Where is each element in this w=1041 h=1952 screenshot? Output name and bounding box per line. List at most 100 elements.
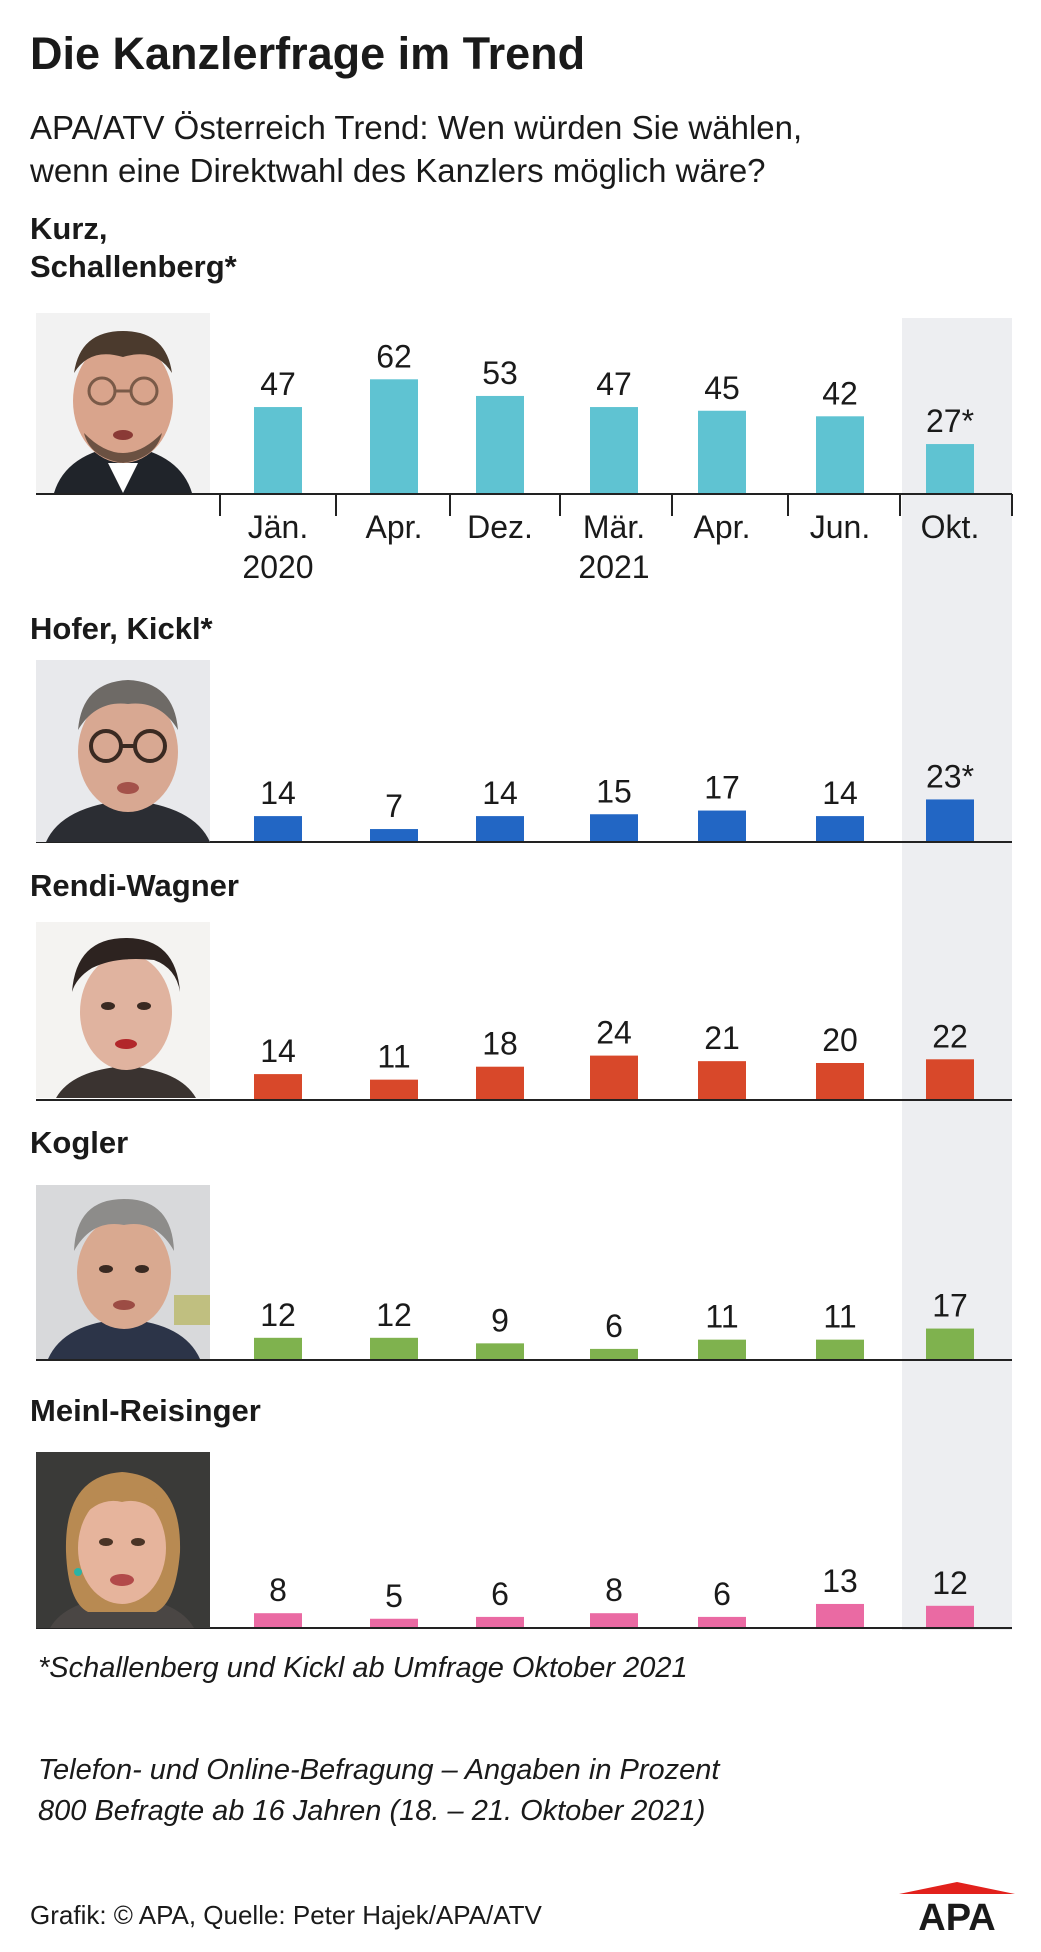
bar-0-5 <box>816 416 864 494</box>
person-name-hofer-kickl: Hofer, Kickl* <box>30 611 213 646</box>
data-label-3-2: 9 <box>491 1302 509 1338</box>
apa-logo: APA <box>899 1882 1015 1932</box>
data-label-3-1: 12 <box>376 1297 412 1333</box>
svg-text:APA: APA <box>918 1897 995 1932</box>
data-label-4-4: 6 <box>713 1576 731 1612</box>
bar-1-0 <box>254 816 302 842</box>
person-name-kogler: Kogler <box>30 1125 129 1160</box>
survey-method-note: Telefon- und Online-Befragung – Angaben … <box>38 1754 720 1827</box>
data-label-0-5: 42 <box>822 375 858 411</box>
data-label-2-5: 20 <box>822 1022 858 1058</box>
data-label-2-3: 24 <box>596 1015 632 1051</box>
data-label-1-1: 7 <box>385 788 403 824</box>
data-label-2-6: 22 <box>932 1018 968 1054</box>
tick-label-3-1: 2021 <box>578 549 649 585</box>
data-label-0-3: 47 <box>596 366 632 402</box>
portrait-photo-rendi-wagner <box>36 922 210 1098</box>
data-label-1-3: 15 <box>596 773 632 809</box>
bar-2-5 <box>816 1063 864 1100</box>
tick-label-5-0: Jun. <box>810 509 870 545</box>
bar-2-4 <box>698 1061 746 1100</box>
data-label-2-0: 14 <box>260 1033 296 1069</box>
tick-label-2-0: Dez. <box>467 509 533 545</box>
bar-2-2 <box>476 1066 524 1100</box>
data-label-1-2: 14 <box>482 775 518 811</box>
bar-2-6 <box>926 1059 974 1100</box>
data-label-2-4: 21 <box>704 1020 740 1056</box>
person-name-meinl-reisinger: Meinl-Reisinger <box>30 1393 261 1428</box>
bar-3-4 <box>698 1339 746 1360</box>
bar-1-3 <box>590 814 638 842</box>
bar-1-5 <box>816 816 864 842</box>
bar-2-0 <box>254 1074 302 1100</box>
data-label-3-3: 6 <box>605 1308 623 1344</box>
bar-2-1 <box>370 1079 418 1100</box>
bar-4-0 <box>254 1613 302 1628</box>
bar-3-2 <box>476 1343 524 1360</box>
data-label-3-4: 11 <box>705 1299 738 1335</box>
portrait-photo-kurz-schallenberg <box>36 313 210 493</box>
subtitle-line: wenn eine Direktwahl des Kanzlers möglic… <box>30 152 766 189</box>
bar-4-6 <box>926 1605 974 1628</box>
tick-label-6-0: Okt. <box>921 509 980 545</box>
data-label-3-6: 17 <box>932 1288 968 1324</box>
bar-4-5 <box>816 1603 864 1628</box>
data-label-0-4: 45 <box>704 370 740 406</box>
bar-1-1 <box>370 829 418 842</box>
bar-3-3 <box>590 1348 638 1360</box>
portrait-photo-hofer-kickl <box>36 660 210 842</box>
bar-0-1 <box>370 379 418 494</box>
bar-3-0 <box>254 1337 302 1360</box>
tick-label-4-0: Apr. <box>694 509 751 545</box>
bar-0-0 <box>254 407 302 494</box>
data-label-4-3: 8 <box>605 1572 623 1608</box>
data-label-2-1: 11 <box>377 1039 410 1075</box>
bar-4-3 <box>590 1613 638 1628</box>
chart-title: Die Kanzlerfrage im Trend <box>30 28 586 79</box>
source-credit: Grafik: © APA, Quelle: Peter Hajek/APA/A… <box>30 1900 542 1930</box>
chart-subtitle: APA/ATV Österreich Trend: Wen würden Sie… <box>30 106 1010 192</box>
bar-0-2 <box>476 395 524 494</box>
bar-1-2 <box>476 816 524 842</box>
bar-3-1 <box>370 1337 418 1360</box>
highlight-band-latest-survey <box>902 318 1012 1630</box>
bar-4-2 <box>476 1616 524 1628</box>
person-name-kurz-schallenberg: Kurz, Schallenberg* <box>30 211 237 284</box>
footnote-asterisk: *Schallenberg und Kickl ab Umfrage Oktob… <box>38 1652 688 1684</box>
data-label-0-2: 53 <box>482 355 518 391</box>
tick-label-1-0: Apr. <box>366 509 423 545</box>
bar-1-4 <box>698 810 746 842</box>
subtitle-line: APA/ATV Österreich Trend: Wen würden Sie… <box>30 109 803 146</box>
data-label-0-1: 62 <box>376 338 412 374</box>
data-label-4-1: 5 <box>385 1578 403 1614</box>
bar-0-4 <box>698 410 746 494</box>
bar-4-4 <box>698 1616 746 1628</box>
data-label-4-5: 13 <box>822 1563 858 1599</box>
person-name-rendi-wagner: Rendi-Wagner <box>30 868 239 903</box>
tick-label-3-0: Mär. <box>583 509 645 545</box>
bar-3-6 <box>926 1328 974 1360</box>
data-label-0-6: 27* <box>926 403 974 439</box>
bar-0-3 <box>590 407 638 494</box>
portrait-photo-meinl-reisinger <box>36 1452 210 1628</box>
bar-4-1 <box>370 1618 418 1628</box>
tick-label-0-0: Jän. <box>248 509 308 545</box>
data-label-4-0: 8 <box>269 1572 287 1608</box>
data-label-1-0: 14 <box>260 775 296 811</box>
data-label-1-6: 23* <box>926 758 974 794</box>
data-label-1-4: 17 <box>704 770 740 806</box>
tick-label-0-1: 2020 <box>242 549 313 585</box>
data-label-1-5: 14 <box>822 775 858 811</box>
data-label-3-5: 11 <box>823 1299 856 1335</box>
data-label-3-0: 12 <box>260 1297 296 1333</box>
bar-2-3 <box>590 1055 638 1100</box>
data-label-4-6: 12 <box>932 1565 968 1601</box>
bar-1-6 <box>926 799 974 842</box>
data-label-2-2: 18 <box>482 1026 518 1062</box>
data-label-4-2: 6 <box>491 1576 509 1612</box>
data-label-0-0: 47 <box>260 366 296 402</box>
bar-0-6 <box>926 444 974 494</box>
portrait-photo-kogler <box>36 1185 210 1359</box>
bar-3-5 <box>816 1339 864 1360</box>
